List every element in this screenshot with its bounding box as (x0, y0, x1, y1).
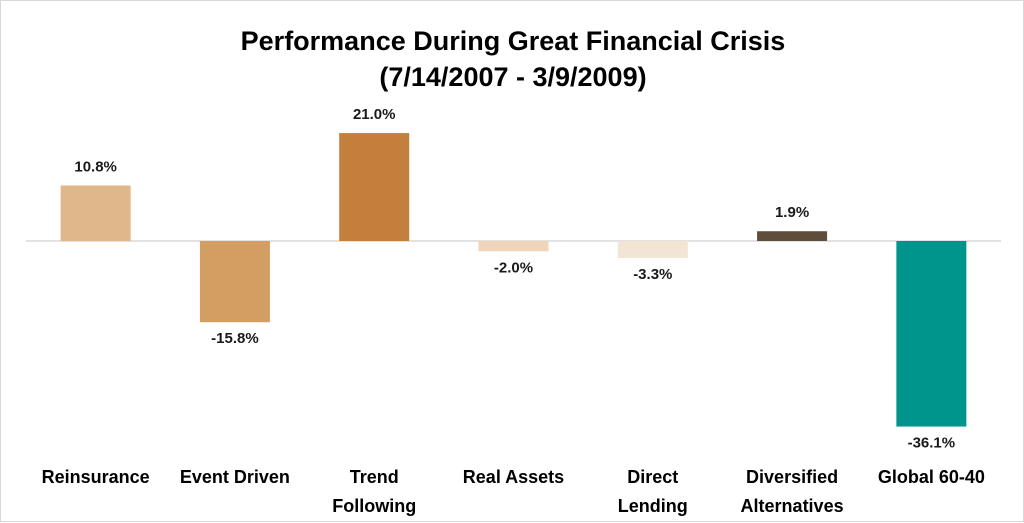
bar-trend-following (339, 133, 410, 241)
data-label: -15.8% (211, 330, 259, 347)
bar-real-assets (478, 241, 549, 252)
data-label: -3.3% (633, 266, 672, 283)
category-label: Alternatives (741, 496, 844, 516)
category-label: Global 60-40 (878, 467, 985, 487)
data-label: 10.8% (74, 158, 117, 175)
category-label: Direct (627, 467, 678, 487)
category-label: Trend (350, 467, 399, 487)
data-label: 21.0% (353, 106, 396, 123)
category-label: Real Assets (463, 467, 564, 487)
data-label: 1.9% (775, 204, 809, 221)
category-label: Event Driven (180, 467, 290, 487)
data-label: -36.1% (908, 435, 956, 452)
bar-diversified-alternatives (757, 231, 828, 241)
chart-title-block: Performance During Great Financial Crisi… (1, 23, 1024, 95)
chart-title: Performance During Great Financial Crisi… (240, 26, 786, 56)
bar-reinsurance (60, 185, 131, 241)
data-label: -2.0% (494, 259, 533, 276)
chart-subtitle: (7/14/2007 - 3/9/2009) (379, 62, 647, 92)
bar-event-driven (199, 241, 270, 323)
bar-global-60-40 (896, 241, 967, 427)
category-label: Diversified (746, 467, 838, 487)
category-label: Lending (618, 496, 688, 516)
category-label: Following (332, 496, 416, 516)
bar-direct-lending (617, 241, 688, 258)
category-label: Reinsurance (42, 467, 150, 487)
